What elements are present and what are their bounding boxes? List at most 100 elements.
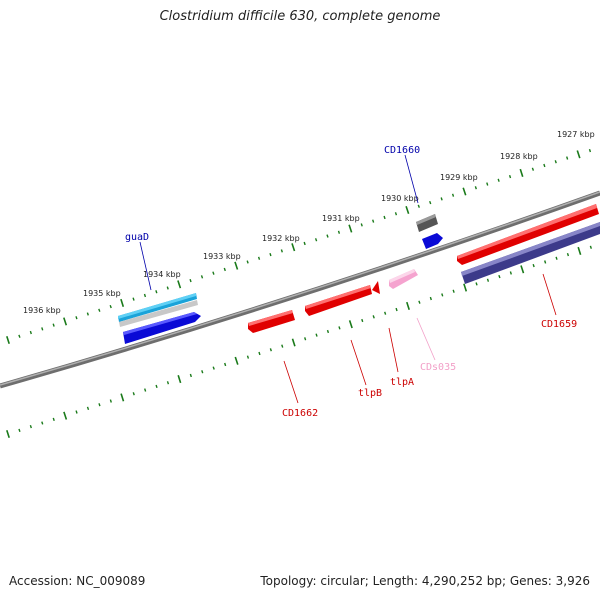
scale-label-1933: 1933 kbp — [203, 252, 241, 261]
outer-scale-ticks — [6, 148, 592, 345]
inner-scale-minor-tick — [532, 263, 535, 268]
outer-scale-minor-tick — [326, 234, 329, 238]
gene-purple-feature-top — [461, 222, 600, 276]
inner-scale-major-tick — [577, 246, 582, 256]
inner-scale-minor-tick — [338, 326, 341, 330]
gene-tlpa-feature[interactable] — [372, 281, 380, 294]
outer-scale-minor-tick — [132, 297, 135, 301]
inner-scale-minor-tick — [475, 282, 478, 286]
inner-scale-minor-tick — [372, 315, 375, 319]
gene-cd1660-feature-top — [416, 214, 436, 225]
gene-cd1660-feature[interactable] — [416, 214, 438, 232]
map-title: Clostridium difficile 630, complete geno… — [159, 9, 441, 24]
inner-scale-minor-tick — [395, 307, 398, 312]
gene-cd1660-blue-feature[interactable] — [422, 233, 443, 249]
outer-scale-minor-tick — [86, 312, 89, 316]
scale-label-1931: 1931 kbp — [322, 214, 360, 223]
outer-scale-minor-tick — [543, 163, 546, 168]
inner-scale-ticks — [6, 245, 592, 439]
outer-scale-minor-tick — [429, 200, 432, 205]
outer-scale-minor-tick — [280, 249, 283, 253]
inner-scale-minor-tick — [224, 362, 227, 367]
outer-scale-minor-tick — [394, 212, 398, 216]
inner-scale-minor-tick — [18, 428, 21, 433]
scale-label-1934: 1934 kbp — [143, 270, 181, 279]
outer-scale-minor-tick — [417, 204, 420, 208]
inner-scale-major-tick — [520, 265, 525, 274]
outer-scale-minor-tick — [566, 156, 569, 160]
outer-scale-major-tick — [348, 224, 353, 233]
gene-blue-feature[interactable] — [123, 312, 201, 344]
gene-label-tlpa[interactable]: tlpA — [390, 377, 414, 388]
inner-scale-minor-tick — [155, 384, 158, 389]
scale-label-1930: 1930 kbp — [381, 194, 419, 203]
leader-tlpb — [350, 339, 367, 386]
accession-text: Accession: NC_009089 — [9, 574, 146, 588]
inner-scale-minor-tick — [41, 421, 44, 425]
inner-scale-minor-tick — [246, 355, 250, 359]
outer-scale-minor-tick — [98, 308, 101, 312]
leader-cds035 — [416, 317, 436, 361]
inner-scale-minor-tick — [498, 274, 501, 279]
outer-scale-major-tick — [177, 280, 182, 289]
gene-guad-feature-top — [118, 293, 196, 319]
gene-grey-feature[interactable] — [119, 300, 198, 327]
outer-scale-minor-tick — [554, 160, 557, 164]
outer-scale-minor-tick — [314, 238, 318, 242]
inner-scale-minor-tick — [166, 381, 170, 385]
scale-label-1928: 1928 kbp — [500, 152, 538, 161]
outer-scale-minor-tick — [531, 167, 535, 171]
gene-cds035-feature-top — [389, 269, 415, 283]
outer-scale-minor-tick — [41, 327, 44, 331]
inner-scale-minor-tick — [509, 271, 512, 275]
outer-scale-minor-tick — [440, 197, 443, 201]
gene-label-cd1662[interactable]: CD1662 — [282, 408, 318, 419]
gene-cd1659-feature-top — [457, 204, 597, 259]
gene-label-tlpb[interactable]: tlpB — [358, 388, 382, 399]
outer-scale-minor-tick — [383, 215, 386, 220]
outer-scale-minor-tick — [257, 256, 261, 260]
gene-label-guad[interactable]: guaD — [125, 232, 149, 243]
inner-scale-major-tick — [63, 411, 68, 420]
outer-scale-minor-tick — [189, 278, 192, 283]
outer-scale-minor-tick — [212, 271, 215, 275]
gene-label-cd1659[interactable]: CD1659 — [541, 319, 577, 330]
outer-scale-major-tick — [405, 205, 410, 215]
outer-scale-major-tick — [462, 187, 467, 196]
outer-scale-minor-tick — [486, 182, 489, 186]
outer-scale-major-tick — [519, 168, 524, 177]
inner-scale-minor-tick — [281, 344, 284, 348]
outer-scale-minor-tick — [372, 219, 375, 223]
inner-scale-minor-tick — [258, 351, 261, 356]
inner-scale-minor-tick — [361, 318, 364, 323]
inner-scale-minor-tick — [566, 252, 570, 257]
inner-scale-minor-tick — [384, 311, 387, 315]
gene-cds035-feature[interactable] — [389, 269, 418, 289]
outer-scale-major-tick — [576, 150, 581, 159]
scale-label-1935: 1935 kbp — [83, 289, 121, 298]
gene-label-cd1660[interactable]: CD1660 — [384, 145, 420, 156]
leader-guad — [139, 241, 152, 291]
inner-scale-major-tick — [406, 301, 410, 310]
inner-scale-minor-tick — [144, 388, 147, 392]
inner-scale-minor-tick — [315, 333, 318, 337]
outer-scale-minor-tick — [474, 186, 477, 190]
genome-summary-text: Topology: circular; Length: 4,290,252 bp… — [260, 574, 590, 588]
leader-cd1659 — [542, 273, 557, 316]
leader-cd1660 — [404, 154, 419, 204]
scale-label-1929: 1929 kbp — [440, 173, 478, 182]
inner-scale-minor-tick — [189, 373, 192, 378]
outer-scale-minor-tick — [508, 174, 512, 179]
outer-scale-major-tick — [234, 261, 239, 270]
inner-scale-minor-tick — [452, 289, 455, 293]
inner-scale-minor-tick — [201, 370, 204, 374]
gene-blue-feature-top — [123, 312, 197, 335]
outer-scale-minor-tick — [75, 316, 78, 320]
gene-label-cds035[interactable]: CDs035 — [420, 362, 456, 373]
inner-scale-minor-tick — [555, 256, 558, 260]
inner-scale-minor-tick — [75, 410, 78, 414]
inner-scale-minor-tick — [269, 348, 272, 352]
inner-scale-minor-tick — [132, 392, 135, 396]
outer-scale-minor-tick — [303, 241, 306, 246]
